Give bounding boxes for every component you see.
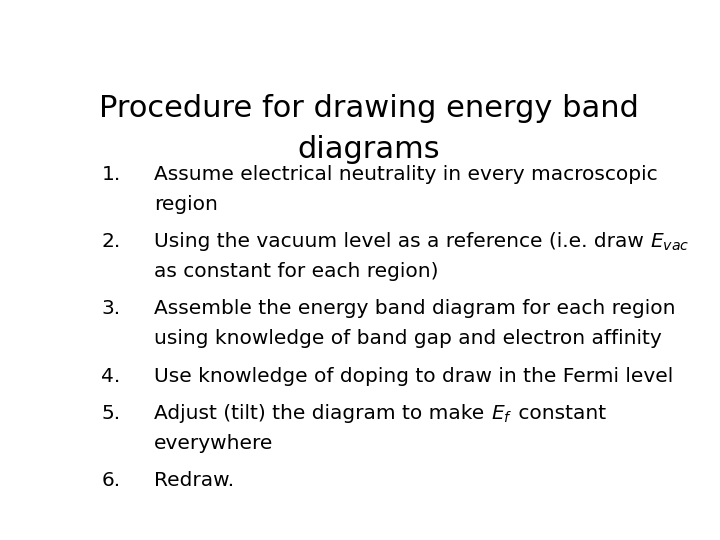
Text: 6.: 6.	[102, 471, 121, 490]
Text: Use knowledge of doping to draw in the Fermi level: Use knowledge of doping to draw in the F…	[154, 367, 673, 386]
Text: $E_{vac}$: $E_{vac}$	[650, 232, 690, 253]
Text: using knowledge of band gap and electron affinity: using knowledge of band gap and electron…	[154, 329, 662, 348]
Text: region: region	[154, 194, 218, 213]
Text: Redraw.: Redraw.	[154, 471, 234, 490]
Text: 3.: 3.	[102, 299, 121, 318]
Text: constant: constant	[512, 404, 606, 423]
Text: $E_f$: $E_f$	[491, 404, 512, 426]
Text: Assemble the energy band diagram for each region: Assemble the energy band diagram for eac…	[154, 299, 675, 318]
Text: everywhere: everywhere	[154, 434, 274, 453]
Text: Adjust (tilt) the diagram to make: Adjust (tilt) the diagram to make	[154, 404, 491, 423]
Text: diagrams: diagrams	[297, 136, 441, 165]
Text: 4.: 4.	[102, 367, 121, 386]
Text: 5.: 5.	[102, 404, 121, 423]
Text: Assume electrical neutrality in every macroscopic: Assume electrical neutrality in every ma…	[154, 165, 658, 184]
Text: Using the vacuum level as a reference (i.e. draw: Using the vacuum level as a reference (i…	[154, 232, 650, 251]
Text: 1.: 1.	[102, 165, 121, 184]
Text: Procedure for drawing energy band: Procedure for drawing energy band	[99, 94, 639, 123]
Text: as constant for each region): as constant for each region)	[154, 262, 438, 281]
Text: 2.: 2.	[102, 232, 121, 251]
